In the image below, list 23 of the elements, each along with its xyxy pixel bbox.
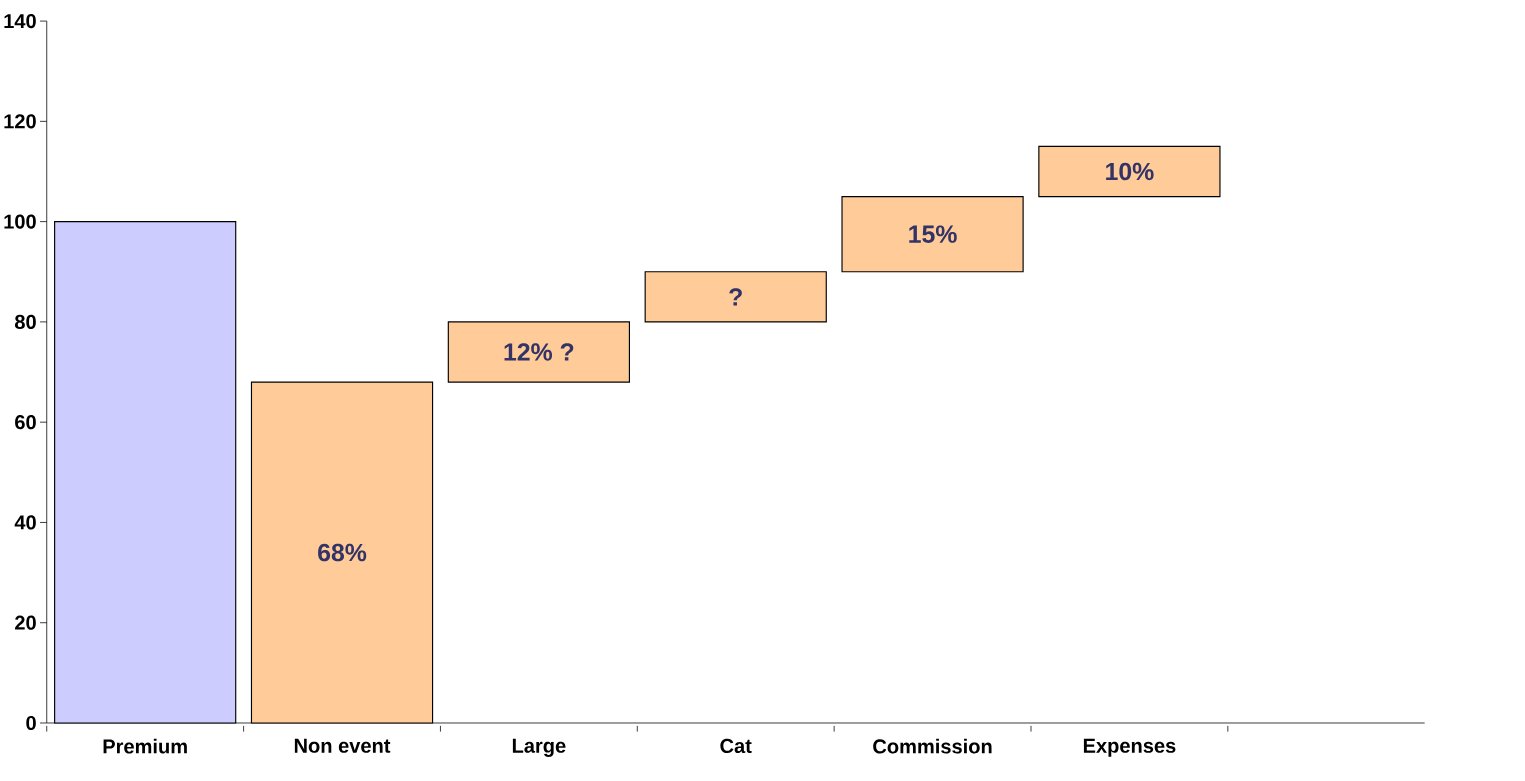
y-tick-label: 100 bbox=[4, 214, 36, 229]
data-label: 15% bbox=[909, 225, 957, 243]
y-tick-label: 80 bbox=[14, 314, 36, 329]
data-label: 10% bbox=[1106, 162, 1154, 181]
y-tick-label: 60 bbox=[15, 414, 36, 430]
data-label: ? bbox=[729, 287, 742, 306]
x-tick-label: Commission bbox=[873, 738, 992, 754]
x-tick-label: Premium bbox=[103, 738, 187, 754]
bar bbox=[1038, 145, 1221, 197]
bar bbox=[644, 270, 827, 323]
y-tick-label: 40 bbox=[14, 515, 36, 530]
data-label: 12% ? bbox=[504, 342, 574, 361]
y-tick-label: 0 bbox=[26, 715, 36, 730]
bar bbox=[447, 321, 630, 383]
data-label: 68% bbox=[318, 543, 367, 562]
bar bbox=[841, 195, 1024, 273]
y-tick-label: 140 bbox=[4, 13, 36, 28]
x-tick-label: Non event bbox=[294, 738, 391, 753]
y-tick-label: 20 bbox=[15, 615, 36, 630]
y-tick-label: 120 bbox=[4, 114, 36, 129]
x-tick-label: Cat bbox=[720, 738, 752, 753]
x-tick-label: Large bbox=[512, 738, 566, 757]
x-tick-label: Expenses bbox=[1083, 738, 1176, 757]
